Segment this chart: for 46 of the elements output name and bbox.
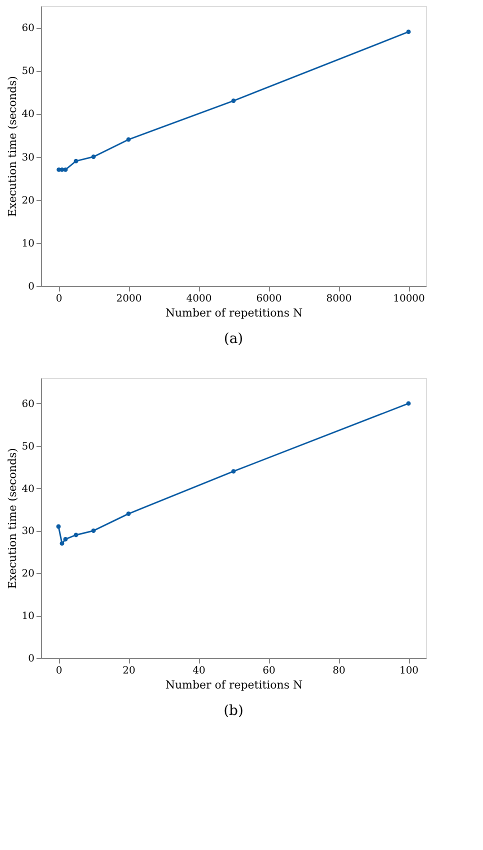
point [406, 401, 411, 406]
y-tick-label: 30 [22, 152, 34, 164]
point [74, 532, 78, 538]
x-tick-label: 8000 [326, 294, 352, 304]
y-tick-label: 10 [22, 238, 34, 250]
y-axis-title: Execution time (seconds) [6, 76, 19, 217]
x-axis-title: Number of repetitions N [165, 678, 304, 692]
point [406, 30, 411, 34]
point [56, 524, 61, 529]
x-tick-label: 0 [56, 666, 62, 676]
y-tick-label: 60 [22, 23, 34, 34]
y-tick-label: 50 [22, 66, 34, 78]
y-tick-label: 40 [22, 484, 34, 495]
point [231, 98, 236, 103]
point [60, 541, 64, 546]
y-axis-title: Execution time (seconds) [6, 448, 19, 589]
x-tick-label: 2000 [116, 294, 142, 304]
point [74, 158, 78, 164]
x-tick-label: 20 [122, 666, 136, 676]
point [126, 512, 131, 516]
text: (b) [224, 703, 244, 719]
x-tick-label: 10000 [393, 294, 425, 304]
x-tick-label: 80 [332, 666, 346, 676]
y-tick-label: 20 [22, 568, 34, 580]
x-tick-label: 40 [192, 666, 206, 676]
y-tick-label: 30 [22, 526, 34, 538]
x-tick-label: 0 [56, 294, 62, 304]
point [91, 528, 96, 533]
point [126, 137, 131, 142]
y-tick-label: 50 [22, 441, 34, 452]
point [91, 154, 96, 159]
x-tick-label: 60 [262, 666, 276, 676]
x-axis-title: Number of repetitions N [165, 306, 304, 320]
y-tick-label: 40 [22, 109, 34, 120]
y-tick-label: 0 [28, 282, 34, 292]
y-tick-label: 60 [22, 398, 34, 410]
y-tick-label: 10 [22, 611, 34, 622]
x-tick-label: 6000 [256, 294, 282, 304]
point [63, 536, 68, 542]
y-tick-label: 20 [22, 195, 34, 206]
x-tick-label: 100 [399, 666, 419, 676]
x-tick-label: 4000 [186, 294, 212, 304]
point [63, 167, 68, 172]
point [231, 469, 236, 474]
text: (a) [224, 331, 244, 347]
y-tick-label: 0 [28, 654, 34, 664]
